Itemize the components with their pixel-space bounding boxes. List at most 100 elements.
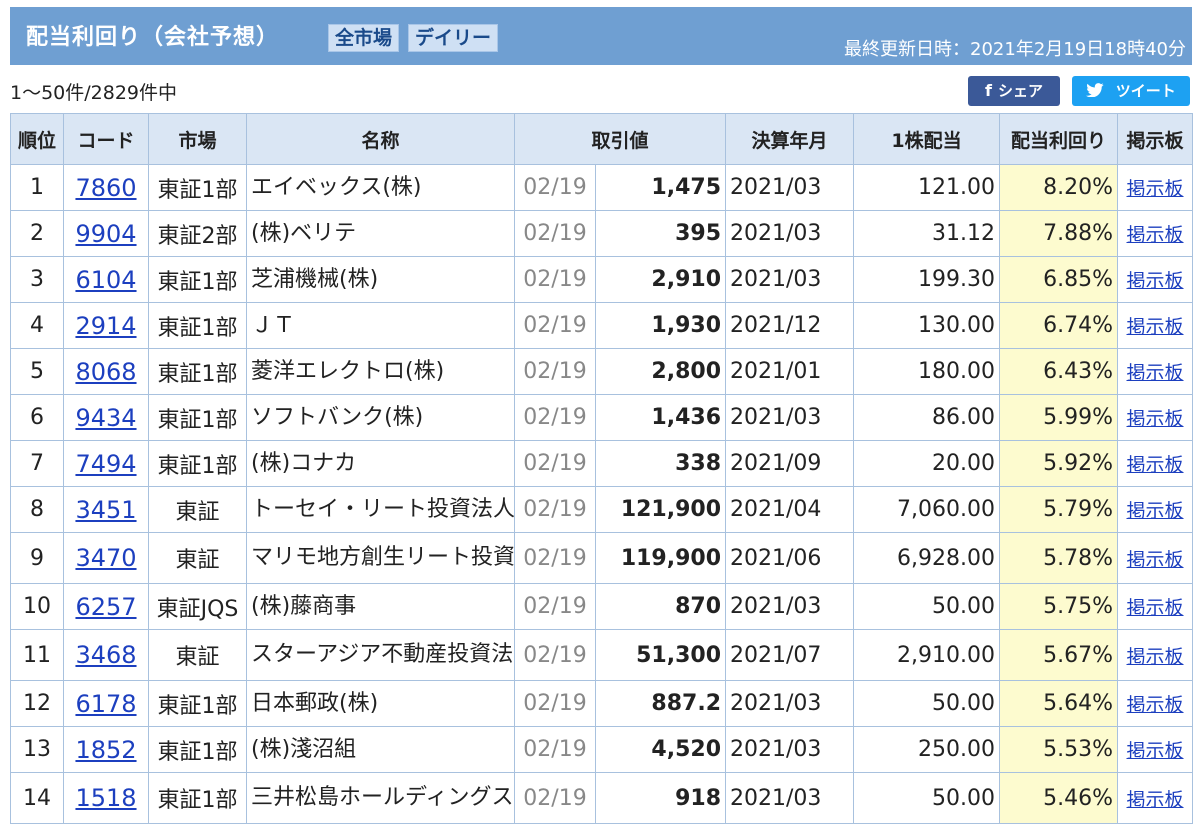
dividend-cell: 250.00 (853, 726, 1001, 773)
dividend-cell: 50.00 (853, 680, 1001, 727)
stock-code-link[interactable]: 8068 (75, 357, 137, 386)
stock-code-link[interactable]: 2914 (75, 311, 137, 340)
board-cell: 掲示板 (1117, 532, 1194, 584)
table-row: 4 2914 東証1部 ＪＴ 02/19 1,930 2021/12 130.00 6.74% 掲… (10, 302, 1194, 349)
rank-cell: 9 (10, 532, 64, 584)
stock-code-link[interactable]: 6257 (75, 592, 137, 621)
name-cell: 日本郵政(株) (246, 680, 515, 727)
stock-code-link[interactable]: 1518 (75, 784, 137, 812)
price-date-cell: 02/19 (514, 440, 596, 487)
period-cell: 2021/03 (725, 772, 855, 824)
yield-cell: 5.99% (999, 394, 1119, 441)
period-cell: 2021/04 (725, 486, 855, 533)
name-cell: (株)淺沼組 (246, 726, 515, 773)
stock-code-link[interactable]: 1852 (75, 735, 137, 764)
board-cell: 掲示板 (1117, 486, 1194, 533)
stock-code-link[interactable]: 7860 (75, 173, 137, 202)
message-board-link[interactable]: 掲示板 (1126, 362, 1184, 384)
period-cell: 2021/03 (725, 726, 855, 773)
price-date-cell: 02/19 (514, 583, 596, 630)
market-cell: 東証JQS (148, 583, 247, 630)
market-cell: 東証1部 (148, 302, 247, 349)
stock-code-link[interactable]: 3451 (75, 495, 137, 524)
price-cell: 4,520 (594, 726, 727, 773)
code-cell: 9434 (63, 394, 149, 441)
yield-cell: 7.88% (999, 210, 1119, 257)
market-cell: 東証1部 (148, 772, 247, 824)
price-date-cell: 02/19 (514, 532, 596, 584)
code-cell: 3451 (63, 486, 149, 533)
twitter-tweet-button[interactable]: ツイート (1072, 76, 1190, 106)
price-date-cell: 02/19 (514, 629, 596, 681)
dividend-cell: 6,928.00 (853, 532, 1001, 584)
stock-code-link[interactable]: 6104 (75, 265, 137, 294)
period-cell: 2021/07 (725, 629, 855, 681)
col-rank: 順位 (10, 113, 64, 165)
price-cell: 918 (594, 772, 727, 824)
dividend-cell: 50.00 (853, 772, 1001, 824)
period-cell: 2021/12 (725, 302, 855, 349)
code-cell: 6257 (63, 583, 149, 630)
stock-code-link[interactable]: 9434 (75, 403, 137, 432)
board-cell: 掲示板 (1117, 256, 1194, 303)
price-cell: 121,900 (594, 486, 727, 533)
message-board-link[interactable]: 掲示板 (1126, 694, 1184, 716)
board-cell: 掲示板 (1117, 726, 1194, 773)
col-yield: 配当利回り (999, 113, 1119, 165)
message-board-link[interactable]: 掲示板 (1126, 500, 1184, 522)
col-period: 決算年月 (725, 113, 855, 165)
stock-code-link[interactable]: 7494 (75, 449, 137, 478)
message-board-link[interactable]: 掲示板 (1126, 408, 1184, 430)
price-cell: 1,436 (594, 394, 727, 441)
code-cell: 2914 (63, 302, 149, 349)
yield-cell: 6.85% (999, 256, 1119, 303)
code-cell: 1852 (63, 726, 149, 773)
price-cell: 119,900 (594, 532, 727, 584)
board-cell: 掲示板 (1117, 302, 1194, 349)
message-board-link[interactable]: 掲示板 (1126, 597, 1184, 619)
market-cell: 東証1部 (148, 394, 247, 441)
message-board-link[interactable]: 掲示板 (1126, 454, 1184, 476)
price-cell: 2,800 (594, 348, 727, 395)
yield-cell: 8.20% (999, 164, 1119, 211)
dividend-cell: 180.00 (853, 348, 1001, 395)
message-board-link[interactable]: 掲示板 (1126, 645, 1184, 668)
facebook-icon: f (985, 81, 992, 100)
market-cell: 東証1部 (148, 164, 247, 211)
price-cell: 2,910 (594, 256, 727, 303)
rank-cell: 3 (10, 256, 64, 303)
stock-code-link[interactable]: 3468 (75, 641, 137, 669)
table-row: 6 9434 東証1部 ソフトバンク(株) 02/19 1,436 2021/03 86.00… (10, 394, 1194, 441)
rank-cell: 8 (10, 486, 64, 533)
message-board-link[interactable]: 掲示板 (1126, 316, 1184, 338)
price-cell: 870 (594, 583, 727, 630)
period-filter-tag[interactable]: デイリー (408, 24, 499, 52)
stock-code-link[interactable]: 6178 (75, 689, 137, 718)
period-cell: 2021/03 (725, 394, 855, 441)
rank-cell: 11 (10, 629, 64, 681)
message-board-link[interactable]: 掲示板 (1126, 224, 1184, 246)
code-cell: 1518 (63, 772, 149, 824)
code-cell: 3468 (63, 629, 149, 681)
rank-cell: 14 (10, 772, 64, 824)
board-cell: 掲示板 (1117, 440, 1194, 487)
market-filter-tag[interactable]: 全市場 (328, 24, 400, 52)
code-cell: 6104 (63, 256, 149, 303)
facebook-share-button[interactable]: f シェア (968, 76, 1060, 106)
market-cell: 東証1部 (148, 348, 247, 395)
message-board-link[interactable]: 掲示板 (1126, 178, 1184, 200)
stock-code-link[interactable]: 3470 (75, 544, 137, 572)
dividend-cell: 199.30 (853, 256, 1001, 303)
message-board-link[interactable]: 掲示板 (1126, 270, 1184, 292)
col-code: コード (63, 113, 149, 165)
message-board-link[interactable]: 掲示板 (1126, 548, 1184, 571)
stock-code-link[interactable]: 9904 (75, 219, 137, 248)
yield-cell: 5.78% (999, 532, 1119, 584)
message-board-link[interactable]: 掲示板 (1126, 788, 1184, 811)
table-row: 1 7860 東証1部 エイベックス(株) 02/19 1,475 2021/03 121.0… (10, 164, 1194, 211)
table-row: 8 3451 東証 トーセイ・リート投資法人 02/19 121,900 2021/04 7,… (10, 486, 1194, 533)
price-date-cell: 02/19 (514, 348, 596, 395)
price-cell: 1,475 (594, 164, 727, 211)
message-board-link[interactable]: 掲示板 (1126, 740, 1184, 762)
price-date-cell: 02/19 (514, 680, 596, 727)
